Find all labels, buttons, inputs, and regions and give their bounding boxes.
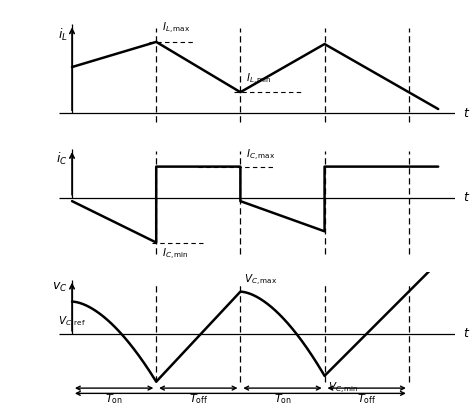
- Text: $T_{\mathrm{off}}$: $T_{\mathrm{off}}$: [189, 392, 208, 406]
- Text: $T_{\mathrm{on}}$: $T_{\mathrm{on}}$: [273, 392, 292, 406]
- Text: $i_C$: $i_C$: [56, 150, 68, 167]
- Text: $t$: $t$: [464, 327, 471, 340]
- Text: $V_{C,\mathrm{ref}}$: $V_{C,\mathrm{ref}}$: [58, 315, 86, 330]
- Text: $t$: $t$: [464, 106, 471, 120]
- Text: $I_{C,\mathrm{max}}$: $I_{C,\mathrm{max}}$: [246, 148, 276, 163]
- Text: $I_{L,\mathrm{max}}$: $I_{L,\mathrm{max}}$: [162, 21, 191, 36]
- Text: $T_{\mathrm{on}}$: $T_{\mathrm{on}}$: [105, 392, 123, 406]
- Text: $I_{C,\mathrm{min}}$: $I_{C,\mathrm{min}}$: [162, 247, 189, 262]
- Text: $v_C$: $v_C$: [52, 281, 68, 295]
- Text: $t$: $t$: [464, 191, 471, 204]
- Text: $V_{C,\mathrm{max}}$: $V_{C,\mathrm{max}}$: [244, 273, 277, 288]
- Text: $I_{L,\mathrm{min}}$: $I_{L,\mathrm{min}}$: [246, 72, 272, 87]
- Text: $i_L$: $i_L$: [58, 27, 68, 43]
- Text: $V_{C,\mathrm{min}}$: $V_{C,\mathrm{min}}$: [328, 380, 359, 396]
- Text: $T_{\mathrm{off}}$: $T_{\mathrm{off}}$: [357, 392, 376, 406]
